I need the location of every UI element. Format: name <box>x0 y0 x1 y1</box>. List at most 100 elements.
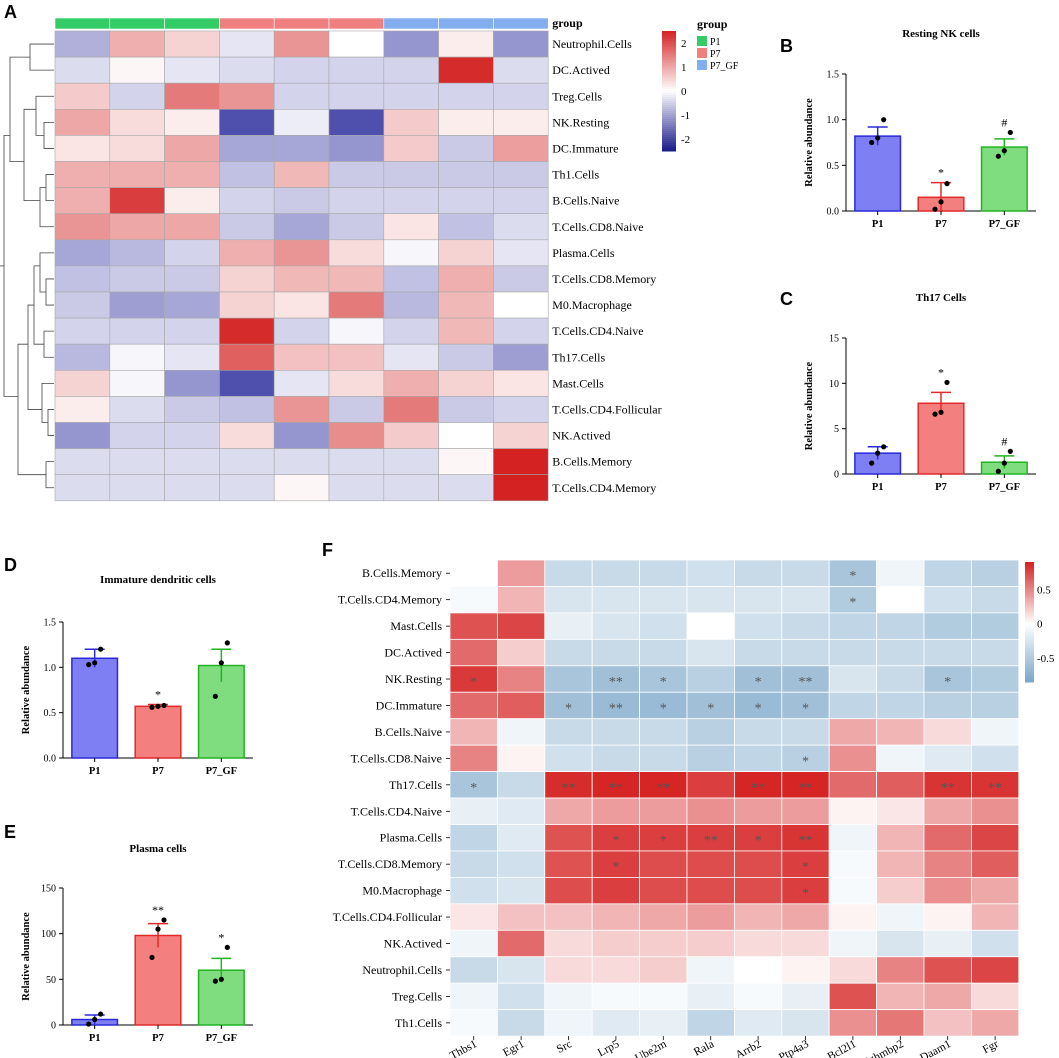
colorbar-f-segment <box>1025 644 1034 647</box>
heatmap-f-col-label: Src <box>555 1038 574 1056</box>
colorbar-f-segment <box>1025 576 1034 579</box>
panel-label-f: F <box>322 540 333 560</box>
heatmap-f-cell <box>876 877 925 905</box>
heatmap-f-cell <box>971 691 1020 720</box>
bar-chart-c: Th17 Cells 0 5 10 15 Relative abundance P1 P7 * P… <box>804 292 1036 493</box>
colorbar-a-segment <box>662 109 676 112</box>
colorbar-f-segment <box>1025 674 1034 677</box>
heatmap-f-star: ** <box>799 834 813 849</box>
heatmap-a-cell <box>54 396 111 423</box>
heatmap-f-col-label: Thbs1 <box>448 1038 479 1058</box>
heatmap-f-cell <box>686 877 735 905</box>
group-legend-title: group <box>697 17 728 31</box>
heatmap-f-row-label: B.Cells.Naive <box>375 725 442 739</box>
heatmap-a-cell <box>54 448 111 476</box>
heatmap-f-cell <box>449 877 498 905</box>
heatmap-f-cell <box>544 1009 593 1037</box>
heatmap-f-star: * <box>802 887 809 902</box>
heatmap-f-row-label: B.Cells.Memory <box>362 566 442 580</box>
x-tick-label: P7 <box>152 1033 164 1044</box>
heatmap-f-cell <box>734 559 783 587</box>
colorbar-a-segment <box>662 49 676 52</box>
heatmap-f-cell <box>734 877 783 905</box>
colorbar-f-segment <box>1025 608 1034 611</box>
heatmap-f-cell <box>544 744 593 773</box>
heatmap-f-cell <box>639 1009 688 1037</box>
heatmap-f-row-label: T.Cells.CD4.Follicular <box>333 910 442 924</box>
heatmap-f-cell <box>591 559 641 587</box>
y-axis-label: Relative abundance <box>21 912 32 1001</box>
heatmap-f-cell <box>496 718 546 746</box>
heatmap-f-cell <box>734 797 783 825</box>
heatmap-f-cell <box>496 903 546 931</box>
y-tick-label: 0.5 <box>44 708 57 719</box>
heatmap-f-cell <box>544 956 593 984</box>
heatmap-f-star: ** <box>988 781 1002 796</box>
heatmap-a-row-label: DC.Immature <box>552 141 618 155</box>
colorbar-f-segment <box>1025 626 1034 629</box>
heatmap-a-cell <box>109 343 165 371</box>
colorbar-a-segment <box>662 63 676 66</box>
heatmap-a-cell <box>54 317 111 345</box>
heatmap-f-cell <box>449 956 498 984</box>
colorbar-f-segment <box>1025 572 1034 575</box>
heatmap-f-star: * <box>707 701 714 716</box>
heatmap-a-row-label: B.Cells.Naive <box>552 194 619 208</box>
heatmap-f-cell <box>686 929 735 958</box>
dendrogram-branch <box>35 95 54 136</box>
heatmap-a-cell <box>164 474 220 502</box>
bar <box>71 657 119 759</box>
heatmap-a-cell <box>493 56 549 84</box>
data-point <box>875 135 881 141</box>
group-legend-label: P1 <box>710 37 721 48</box>
heatmap-a-cell <box>273 30 330 58</box>
bar <box>980 146 1028 212</box>
heatmap-a-cell <box>219 30 275 58</box>
heatmap-a-cell <box>54 291 111 319</box>
heatmap-f-star: * <box>755 834 762 849</box>
heatmap-f-cell <box>496 824 546 852</box>
heatmap-f-cell <box>639 982 688 1011</box>
heatmap-f-cell <box>734 956 783 984</box>
heatmap-f-cell <box>971 903 1020 931</box>
heatmap-a-cell <box>109 135 165 162</box>
bar-chart-b: Resting NK cells 0.0 0.5 1.0 1.5 Relative abu… <box>804 28 1036 230</box>
heatmap-a-cell <box>164 265 220 293</box>
heatmap-f-row-label: Treg.Cells <box>392 989 442 1003</box>
heatmap-f-cell <box>971 982 1020 1011</box>
heatmap-f-cell <box>923 982 972 1011</box>
heatmap-f-cell <box>496 586 546 614</box>
bar-chart-title: Immature dendritic cells <box>100 574 217 586</box>
colorbar-f-segment <box>1025 660 1034 663</box>
heatmap-f-cell <box>449 744 498 773</box>
colorbar-a-segment <box>662 111 676 114</box>
colorbar-a-tick: 1 <box>681 62 687 74</box>
colorbar-a-segment <box>662 143 676 146</box>
heatmap-a-cell <box>438 187 494 215</box>
heatmap-f-cell <box>449 612 498 640</box>
heatmap-f-col-label: Ighmbp2 <box>863 1038 906 1058</box>
data-point <box>149 954 155 961</box>
colorbar-f-segment <box>1025 590 1034 593</box>
heatmap-f-cell <box>544 559 593 587</box>
colorbar-f-segment <box>1025 658 1034 661</box>
heatmap-f-col-label: Rala <box>692 1038 716 1058</box>
colorbar-a-segment <box>662 131 676 134</box>
heatmap-a-cell <box>273 343 330 371</box>
heatmap-a-cell <box>164 396 220 423</box>
dendrogram-a <box>0 43 54 489</box>
colorbar-a-segment <box>662 47 676 50</box>
heatmap-f-col-label: Egr1 <box>501 1038 527 1058</box>
x-tick-label: P1 <box>872 219 884 230</box>
heatmap-f-cell <box>591 612 641 640</box>
heatmap-a-cell <box>438 317 494 345</box>
colorbar-a-segment <box>662 135 676 138</box>
heatmap-a-cell <box>438 474 494 502</box>
heatmap-a-cell <box>109 30 165 58</box>
heatmap-a-cell <box>109 448 165 476</box>
y-tick-label: 100 <box>41 929 56 940</box>
heatmap-a-cell <box>383 56 439 84</box>
colorbar-a-segment <box>662 73 676 76</box>
heatmap-a-cell <box>273 213 330 241</box>
